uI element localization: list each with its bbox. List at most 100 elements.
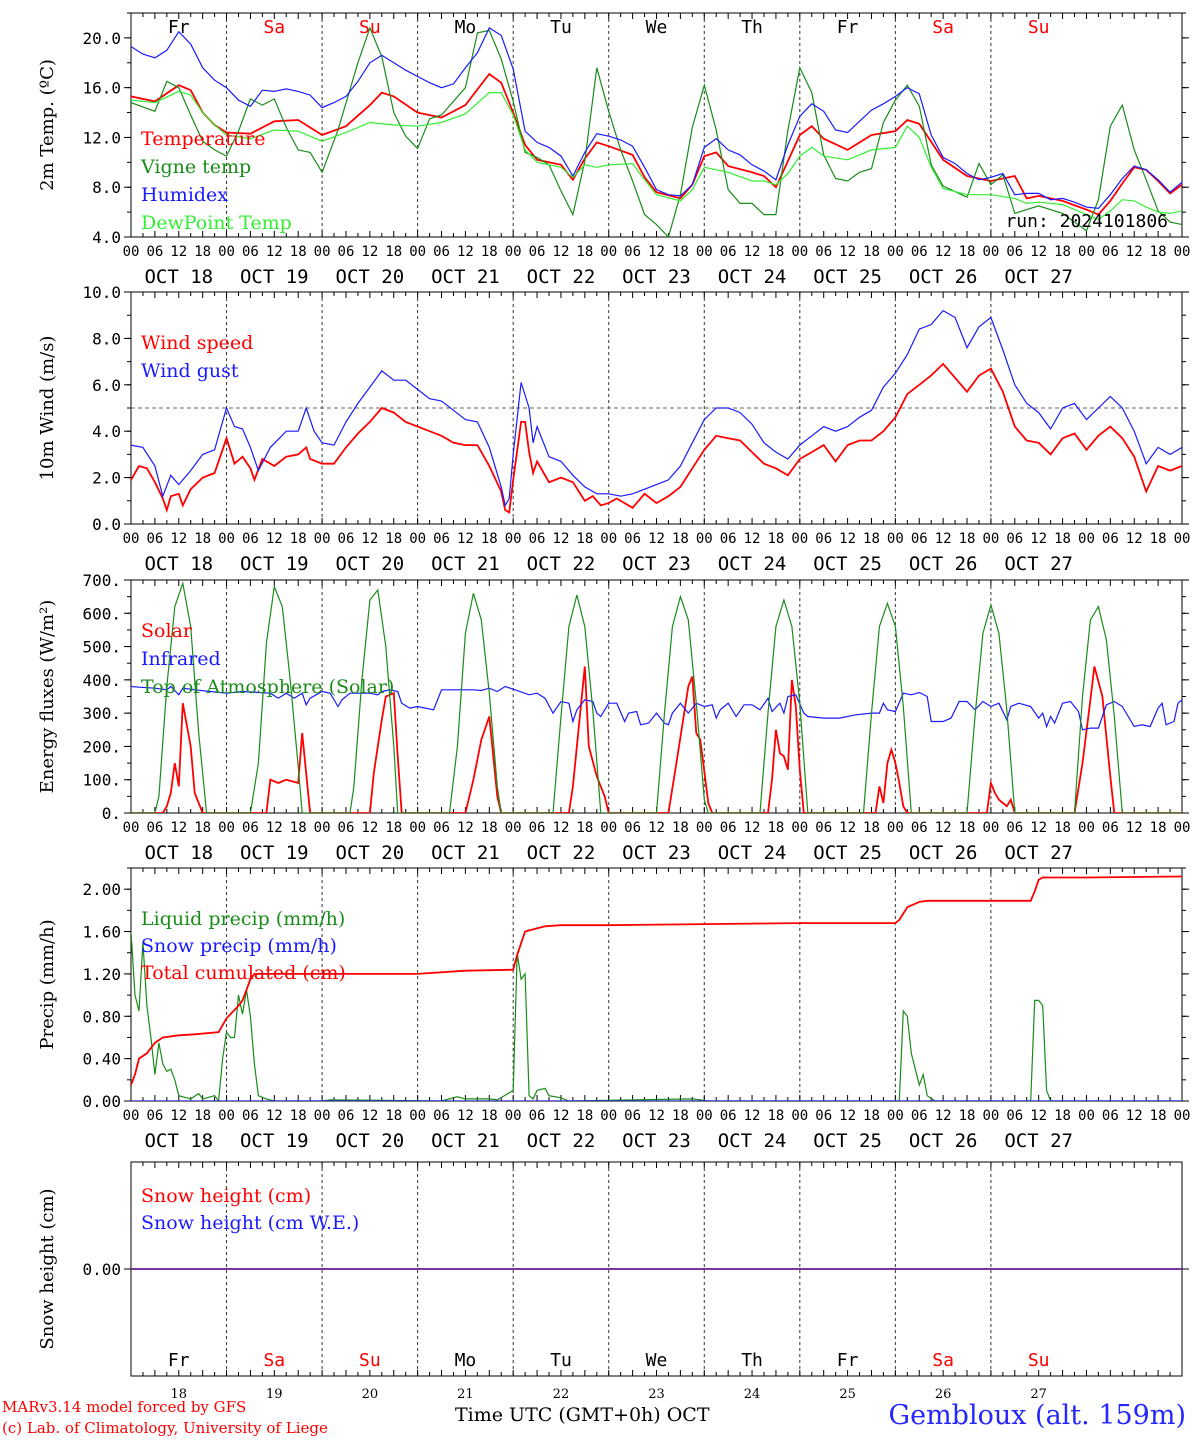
hour-tick-label: 06 (146, 820, 163, 836)
legend-entry: Wind gust (141, 360, 239, 382)
y-tick-label: 1.20 (82, 965, 121, 984)
hour-tick-label: 00 (123, 244, 140, 260)
hour-tick-label: 00 (1078, 244, 1095, 260)
hour-tick-label: 12 (553, 820, 570, 836)
y-tick-label: 1.60 (82, 923, 121, 942)
hour-tick-label: 18 (1150, 531, 1167, 547)
date-label: OCT 27 (1004, 266, 1073, 288)
series-line-dewpoint-temp (131, 90, 1182, 221)
series-line-total-cumulated-cm- (131, 875, 1182, 1086)
hour-tick-label: 06 (529, 1108, 546, 1124)
y-tick-label: 20.0 (82, 29, 121, 48)
hour-tick-label: 18 (194, 820, 211, 836)
y-tick-label: 4.0 (92, 422, 121, 441)
y-axis-label: Precip (mm/h) (37, 919, 58, 1049)
date-label: OCT 24 (718, 1130, 787, 1152)
hour-tick-label: 12 (935, 531, 952, 547)
hour-tick-label: 00 (887, 244, 904, 260)
hour-tick-label: 18 (194, 244, 211, 260)
hour-tick-label: 06 (433, 531, 450, 547)
hour-tick-label: 06 (1006, 1108, 1023, 1124)
hour-tick-label: 12 (1126, 1108, 1143, 1124)
hour-tick-label: 06 (146, 244, 163, 260)
y-tick-label: 2.0 (92, 469, 121, 488)
hour-tick-label: 18 (863, 531, 880, 547)
legend-entry: Snow precip (mm/h) (141, 935, 337, 957)
date-label: OCT 24 (718, 266, 787, 288)
day-name: Fr (837, 1350, 859, 1371)
hour-tick-label: 00 (600, 1108, 617, 1124)
hour-tick-label: 06 (433, 244, 450, 260)
hour-tick-label: 18 (385, 531, 402, 547)
hour-tick-label: 18 (194, 531, 211, 547)
hour-tick-label: 18 (672, 244, 689, 260)
hour-tick-label: 00 (409, 244, 426, 260)
y-axis-label: 10m Wind (m/s) (37, 336, 58, 481)
hour-tick-label: 18 (672, 820, 689, 836)
hour-tick-label: 06 (911, 531, 928, 547)
hour-tick-label: 00 (1174, 531, 1191, 547)
date-label: OCT 26 (909, 1130, 978, 1152)
y-tick-label: 8.0 (92, 178, 121, 197)
hour-tick-label: 18 (576, 820, 593, 836)
hour-tick-label: 12 (744, 820, 761, 836)
date-label: OCT 21 (431, 842, 500, 864)
hour-tick-label: 00 (600, 531, 617, 547)
hour-tick-label: 12 (744, 1108, 761, 1124)
panel-2: 0.0 2.0 4.0 6.0 8.0 10.0 10m Wind (m/s) Wind sp… (37, 283, 1190, 575)
hour-tick-label: 00 (1078, 531, 1095, 547)
hour-tick-label: 06 (815, 531, 832, 547)
lab-credit: (c) Lab. of Climatology, University of L… (2, 1419, 328, 1437)
hour-tick-label: 18 (385, 820, 402, 836)
hour-tick-label: 18 (863, 1108, 880, 1124)
y-tick-label: 0. (102, 804, 121, 823)
hour-tick-label: 00 (314, 820, 331, 836)
hour-tick-label: 00 (218, 531, 235, 547)
y-tick-label: 2.00 (82, 880, 121, 899)
legend-entry: Humidex (141, 184, 228, 206)
y-tick-label: 600. (82, 604, 121, 623)
day-number: 24 (744, 1387, 761, 1402)
date-label: OCT 27 (1004, 842, 1073, 864)
date-label: OCT 19 (240, 1130, 309, 1152)
hour-tick-label: 12 (648, 244, 665, 260)
hour-tick-label: 18 (385, 1108, 402, 1124)
hour-tick-label: 06 (433, 820, 450, 836)
hour-tick-label: 06 (529, 244, 546, 260)
y-tick-label: 6.0 (92, 376, 121, 395)
hour-tick-label: 12 (744, 531, 761, 547)
hour-tick-label: 18 (194, 1108, 211, 1124)
date-label: OCT 18 (144, 553, 213, 575)
hour-tick-label: 12 (457, 820, 474, 836)
hour-tick-label: 06 (720, 244, 737, 260)
hour-tick-label: 00 (123, 820, 140, 836)
day-number: 18 (170, 1387, 187, 1402)
date-label: OCT 27 (1004, 553, 1073, 575)
hour-tick-label: 12 (935, 1108, 952, 1124)
hour-tick-label: 18 (290, 244, 307, 260)
run-label: run: 2024101806 (1005, 211, 1168, 232)
series-line-humidex (131, 27, 1182, 210)
y-tick-label: 8.0 (92, 329, 121, 348)
date-label: OCT 24 (718, 553, 787, 575)
y-tick-label: 12.0 (82, 128, 121, 147)
hour-tick-label: 06 (815, 1108, 832, 1124)
hour-tick-label: 06 (720, 531, 737, 547)
hour-tick-label: 18 (863, 244, 880, 260)
day-name: Su (1028, 17, 1050, 38)
hour-tick-label: 18 (1054, 244, 1071, 260)
date-label: OCT 23 (622, 553, 691, 575)
hour-tick-label: 00 (1078, 820, 1095, 836)
hour-tick-label: 18 (481, 244, 498, 260)
hour-tick-label: 12 (170, 820, 187, 836)
date-label: OCT 22 (527, 842, 596, 864)
legend-entry: Solar (141, 620, 193, 642)
y-tick-label: 200. (82, 737, 121, 756)
date-label: OCT 21 (431, 266, 500, 288)
hour-tick-label: 18 (959, 531, 976, 547)
hour-tick-label: 18 (385, 244, 402, 260)
hour-tick-label: 00 (982, 531, 999, 547)
panel-5: 0.00 Snow height (cm) Snow height (cm) Snow… (37, 1161, 1189, 1402)
y-tick-label: 0.80 (82, 1007, 121, 1026)
hour-tick-label: 06 (720, 1108, 737, 1124)
